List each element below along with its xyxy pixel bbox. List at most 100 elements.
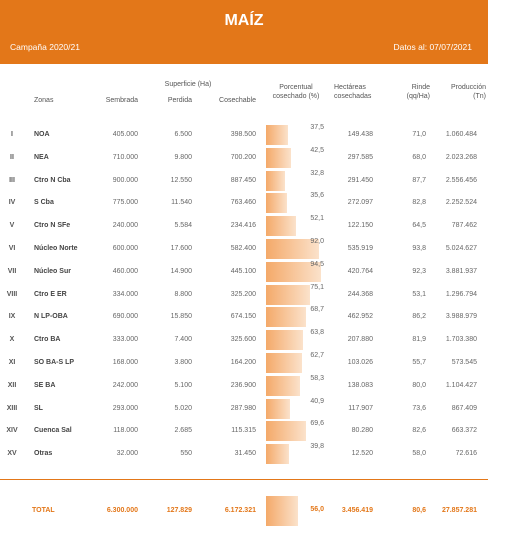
pct-bar-wrap: 92,0 [266,238,324,259]
sembrada-value: 168.000 [112,359,138,366]
sembrada-value: 690.000 [112,313,138,321]
zone-name: Cuenca Sal [34,427,72,435]
total-pct-bar [266,496,299,526]
cosechable-value: 325.200 [230,290,256,298]
cosechable-value: 398.500 [230,131,256,138]
pct-bar-wrap: 63,8 [266,329,324,351]
rinde-value: 71,0 [412,131,426,138]
cosechable-value: 164.200 [230,359,256,366]
pct-bar-wrap: 94,5 [266,261,324,282]
perdida-value: 15.850 [170,313,192,321]
perdida-value: 5.020 [174,404,192,412]
rinde-value: 58,0 [412,450,426,458]
row-number: II [10,153,14,161]
pct-bar [266,330,303,351]
produccion-value: 867.409 [451,404,477,412]
page-title: MAÍZ [224,12,264,29]
produccion-value: 663.372 [451,427,477,435]
cosechable-value: 325.600 [230,336,256,344]
sembrada-value: 242.000 [112,381,138,389]
pct-bar [266,216,297,237]
pct-bar [266,147,291,168]
cosechable-value: 115.315 [231,427,256,435]
zone-name: Ctro BA [34,336,61,344]
zone-name: NEA [34,153,49,161]
col-header-perdida: Perdida [167,97,192,104]
rinde-value: 68,0 [412,153,426,161]
pct-value: 58,3 [310,374,324,382]
col-header-porcentual-line1: Porcentual [279,84,313,91]
row-number: XIII [6,404,18,412]
rinde-value: 87,7 [412,176,426,184]
produccion-value: 1.296.794 [445,290,477,298]
data-date-label: Datos al: 07/07/2021 [393,42,472,52]
pct-value: 37,5 [310,124,324,131]
row-number: IV [8,199,16,207]
zone-name: SE BA [34,381,56,389]
table-row: VII Núcleo Sur 460.000 14.900 445.100 420.764… [0,261,488,283]
pct-bar [266,375,300,396]
pct-bar [266,170,286,191]
pct-bar [266,307,306,328]
sembrada-value: 710.000 [112,153,138,161]
zone-name: SO BA-S LP [34,359,75,366]
table-row: XIII SL 293.000 5.020 287.980 117.907 73,6 867.… [0,398,488,420]
perdida-value: 5.100 [174,381,192,389]
perdida-value: 17.600 [170,245,192,252]
rinde-value: 80,0 [412,381,426,389]
sembrada-value: 32.000 [116,450,138,458]
perdida-value: 9.800 [174,153,192,161]
perdida-value: 5.584 [174,222,192,230]
produccion-value: 787.462 [451,222,477,230]
total-row: TOTAL 6.300.000 127.829 6.172.321 56,0 3… [0,496,488,526]
col-header-sembrada: Sembrada [105,97,138,104]
table-row: V Ctro N SFe 240.000 5.584 234.416 122.150 64,… [0,215,488,237]
pct-bar-wrap: 32,8 [266,170,324,191]
table-row: XIV Cuenca Sal 118.000 2.685 115.315 80.280 82… [0,420,488,442]
hectareas-value: 207.880 [347,336,373,344]
rinde-value: 82,6 [412,427,426,435]
rinde-value: 93,8 [412,245,426,252]
sembrada-value: 240.000 [112,222,138,230]
col-header-superficie: Superficie (Ha) [164,81,212,88]
rinde-value: 86,2 [412,313,426,321]
pct-value: 35,6 [310,192,324,200]
pct-bar [266,193,287,214]
hectareas-value: 149.438 [347,131,373,138]
col-header-produccion: Producción (Tn) [438,83,486,101]
campaign-label: Campaña 2020/21 [10,42,80,52]
table-row: XV Otras 32.000 550 31.450 12.520 58,0 72.616 39… [0,443,488,465]
sembrada-value: 118.000 [113,427,138,435]
cosechable-value: 445.100 [230,267,256,275]
table-row: IV S Cba 775.000 11.540 763.460 272.097 82,8 2.… [0,192,488,214]
cosechable-value: 234.416 [230,222,256,230]
pct-value: 63,8 [310,329,324,337]
cosechable-value: 31.450 [234,450,256,458]
col-header-rinde-line1: Rinde [411,84,430,91]
row-number: VIII [6,290,18,298]
pct-bar [266,444,290,465]
col-header-hectareas: Hectáreas cosechadas [334,83,384,101]
table-row: II NEA 710.000 9.800 700.200 297.585 68,0 2.023… [0,147,488,169]
total-pct-bar-wrap: 56,0 [266,496,324,526]
pct-bar-wrap: 62,7 [266,352,324,373]
pct-value: 39,8 [310,443,324,451]
produccion-value: 3.988.979 [445,313,477,321]
hectareas-value: 117.907 [348,404,373,412]
hectareas-value: 80.280 [351,427,373,435]
hectareas-value: 535.919 [347,245,373,252]
sembrada-value: 900.000 [112,176,138,184]
produccion-value: 2.023.268 [445,153,477,161]
sembrada-value: 600.000 [112,245,138,252]
col-header-zonas: Zonas [34,97,54,104]
pct-value: 69,6 [310,420,324,428]
hectareas-value: 291.450 [347,176,373,184]
hectareas-value: 244.368 [347,290,373,298]
col-header-hectareas-line2: cosechadas [334,93,372,100]
total-produccion: 27.857.281 [441,507,477,514]
pct-value: 75,1 [310,283,324,291]
pct-bar [266,353,303,373]
row-number: XV [7,450,17,458]
hectareas-value: 138.083 [347,381,373,389]
hectareas-value: 103.026 [347,359,373,366]
